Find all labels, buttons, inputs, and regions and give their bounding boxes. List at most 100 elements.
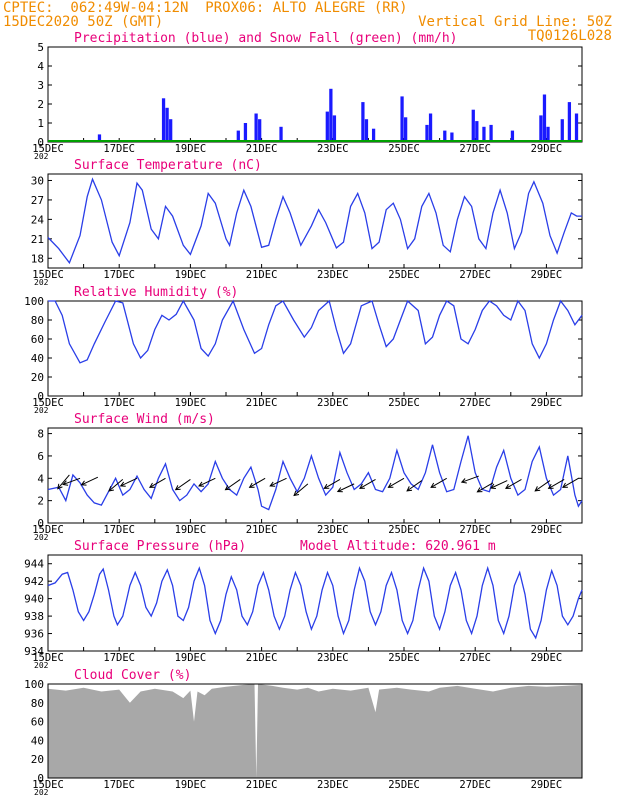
y-tick-label: 18 — [31, 252, 44, 265]
wind-arrow — [81, 476, 99, 486]
precip-bar — [510, 130, 515, 142]
y-tick-label: 5 — [37, 41, 44, 54]
x-tick-label: 23DEC — [317, 269, 349, 281]
header-model-code: TQ0126L028 — [527, 28, 612, 44]
panel-frame — [47, 554, 583, 652]
precip-bar — [329, 88, 333, 142]
x-tick-label: 27DEC — [459, 652, 491, 664]
wind-arrow-head — [336, 487, 343, 493]
x-tick-label: 19DEC — [175, 652, 207, 664]
wind-arrow-head — [534, 486, 541, 492]
x-tick-label: 21DEC — [246, 143, 278, 155]
x-tick-label: 25DEC — [388, 652, 420, 664]
wind-arrow — [477, 482, 494, 493]
precip-bar — [443, 130, 447, 142]
y-tick-label: 938 — [24, 610, 44, 623]
precip-bar — [471, 109, 475, 142]
x-year-fragment: 202 — [34, 152, 49, 161]
precip-bar — [574, 113, 579, 142]
wind-arrow-head — [476, 487, 483, 493]
x-tick-label: 19DEC — [175, 524, 207, 536]
precip-bar — [361, 102, 365, 142]
wind-arrow — [249, 477, 266, 488]
wind-arrow-head — [224, 485, 231, 491]
wind-arrow — [534, 480, 551, 492]
x-tick-label: 29DEC — [531, 524, 563, 536]
wind-arrow — [57, 474, 70, 490]
x-tick-label: 25DEC — [388, 397, 420, 409]
precip-bar — [364, 119, 369, 142]
x-tick-label: 25DEC — [388, 779, 420, 791]
x-tick-label: 29DEC — [531, 397, 563, 409]
series-line — [47, 435, 583, 511]
x-tick-label: 15DEC — [32, 524, 64, 536]
wind-arrow — [324, 478, 341, 489]
x-tick-label: 25DEC — [388, 524, 420, 536]
precip-bar — [236, 130, 240, 142]
wind-arrow-head — [174, 485, 181, 491]
precip-bar — [279, 126, 283, 142]
wind-arrow — [149, 477, 166, 488]
y-tick-label: 944 — [24, 558, 44, 571]
panel-title: Surface Pressure (hPa) — [74, 539, 246, 554]
x-tick-label: 15DEC — [32, 652, 64, 664]
x-tick-label: 25DEC — [388, 269, 420, 281]
x-tick-label: 17DEC — [103, 269, 135, 281]
x-tick-label: 21DEC — [246, 779, 278, 791]
wind-arrow — [225, 479, 241, 491]
panel-subtitle: Model Altitude: 620.961 m — [300, 539, 496, 554]
precip-bar — [428, 113, 433, 142]
x-tick-label: 25DEC — [388, 143, 420, 155]
y-tick-label: 2 — [37, 98, 44, 111]
y-tick-label: 0 — [37, 136, 44, 149]
x-tick-label: 27DEC — [459, 524, 491, 536]
x-tick-label: 29DEC — [531, 779, 563, 791]
y-tick-label: 6 — [37, 450, 44, 463]
header-date: 15DEC2020 50Z (GMT) — [3, 14, 164, 30]
wind-arrow-head — [119, 481, 126, 487]
wind-arrow-head — [80, 480, 87, 486]
panel-frame — [47, 300, 583, 397]
wind-arrow — [62, 477, 81, 485]
x-tick-label: 29DEC — [531, 269, 563, 281]
y-tick-label: 21 — [31, 233, 44, 246]
series-line — [47, 177, 582, 265]
y-tick-label: 4 — [37, 472, 44, 485]
wind-arrow — [388, 477, 405, 488]
precip-bar — [489, 124, 493, 142]
precip-bar — [258, 119, 262, 142]
y-tick-label: 20 — [31, 371, 44, 384]
wind-arrow-head — [359, 483, 365, 489]
wind-arrow-head — [406, 486, 413, 492]
precip-bar — [546, 126, 550, 142]
wind-arrow-head — [248, 482, 255, 488]
wind-arrow — [293, 483, 309, 496]
x-tick-label: 17DEC — [103, 143, 135, 155]
wind-arrow-head — [149, 482, 155, 488]
precip-bar — [243, 123, 248, 142]
wind-arrow-head — [323, 483, 330, 489]
wind-arrow — [430, 477, 447, 488]
x-tick-label: 19DEC — [175, 397, 207, 409]
y-tick-label: 0 — [37, 517, 44, 530]
wind-arrow — [490, 480, 508, 489]
y-tick-label: 24 — [31, 213, 45, 226]
x-tick-label: 29DEC — [531, 652, 563, 664]
x-year-fragment: 202 — [34, 278, 49, 287]
y-tick-label: 0 — [37, 390, 44, 403]
x-tick-label: 21DEC — [246, 269, 278, 281]
cloud-area — [48, 684, 582, 778]
panel-frame — [47, 46, 583, 143]
header-station: CPTEC: 062:49W-04:12N PROX06: ALTO ALEGR… — [3, 0, 408, 16]
x-tick-label: 15DEC — [32, 779, 64, 791]
y-tick-label: 20 — [31, 753, 44, 766]
precip-bar — [332, 115, 337, 142]
panel-title: Precipitation (blue) and Snow Fall (gree… — [74, 31, 458, 46]
wind-arrow — [120, 477, 138, 487]
wind-arrow-head — [57, 483, 63, 490]
wind-arrow-head — [547, 483, 554, 489]
wind-arrow-head — [505, 483, 511, 489]
wind-arrow-head — [269, 481, 276, 487]
x-tick-label: 27DEC — [459, 143, 491, 155]
wind-arrow-head — [460, 478, 467, 484]
